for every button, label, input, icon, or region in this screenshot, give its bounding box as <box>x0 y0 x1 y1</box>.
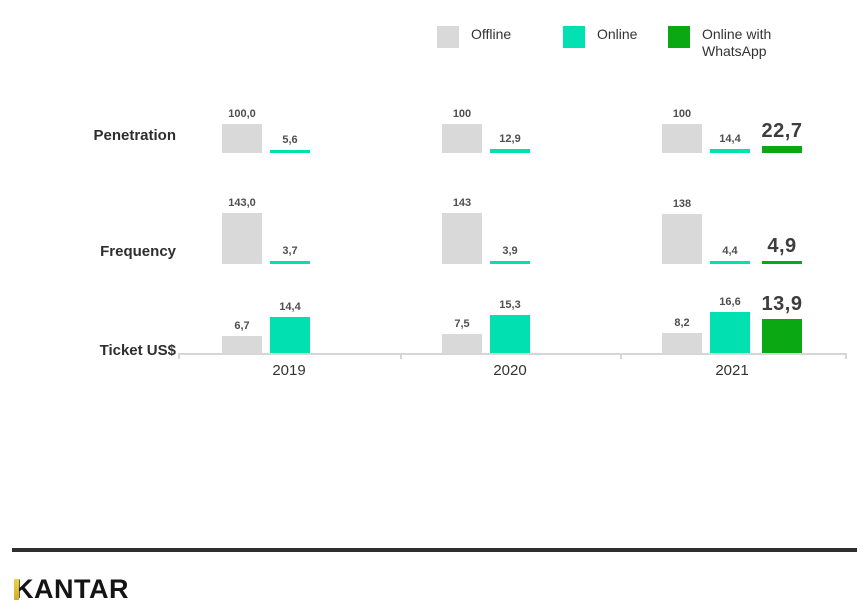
bar-ticket-us-2020-online <box>490 315 530 353</box>
value-label-frequency-2020-offline: 143 <box>452 196 472 209</box>
x-axis-tick-1 <box>400 353 402 359</box>
bar-penetration-2021-online-with-whatsapp <box>762 146 802 153</box>
kantar-logo-text: KANTAR <box>14 574 129 604</box>
legend-label-online-with-whatsapp: Online with WhatsApp <box>702 26 772 59</box>
x-axis-tick-2 <box>620 353 622 359</box>
bar-ticket-us-2019-offline <box>222 336 262 353</box>
metric-label-frequency: Frequency <box>100 243 176 260</box>
value-label-ticket-us-2021-online: 16,6 <box>719 295 741 308</box>
bar-penetration-2019-offline <box>222 124 262 153</box>
value-label-ticket-us-2020-online: 15,3 <box>499 299 521 312</box>
year-label-2021: 2021 <box>715 362 749 379</box>
bar-ticket-us-2021-offline <box>662 332 702 353</box>
value-label-frequency-2019-online: 3,7 <box>282 245 298 257</box>
bar-ticket-us-2021-online <box>710 311 750 353</box>
value-label-ticket-us-2019-offline: 6,7 <box>234 320 250 333</box>
value-label-penetration-2019-offline: 100,0 <box>228 108 256 120</box>
value-label-penetration-2021-online: 14,4 <box>719 132 741 145</box>
bar-penetration-2019-online <box>270 150 310 153</box>
value-label-ticket-us-2020-offline: 7,5 <box>454 318 470 331</box>
x-axis-tick-3 <box>845 353 847 359</box>
value-label-penetration-2021-online-with-whatsapp: 22,7 <box>761 120 803 143</box>
value-label-ticket-us-2019-online: 14,4 <box>279 301 301 314</box>
legend-swatch-offline <box>437 26 459 48</box>
year-label-2020: 2020 <box>493 362 527 379</box>
kantar-logo: KANTAR <box>14 575 129 603</box>
legend-item-offline: Offline <box>437 26 511 48</box>
legend-swatch-online-with-whatsapp <box>668 26 690 48</box>
year-label-2019: 2019 <box>272 362 306 379</box>
bar-penetration-2020-online <box>490 149 530 153</box>
legend-item-online-with-whatsapp: Online with WhatsApp <box>668 26 798 60</box>
bar-frequency-2020-offline <box>442 212 482 264</box>
value-label-penetration-2020-offline: 100 <box>452 108 472 120</box>
value-label-frequency-2021-online: 4,4 <box>722 245 738 257</box>
bar-frequency-2021-offline <box>662 214 702 264</box>
bar-ticket-us-2021-online-with-whatsapp <box>762 318 802 353</box>
value-label-frequency-2019-offline: 143,0 <box>228 196 256 209</box>
bar-frequency-2019-offline <box>222 212 262 264</box>
legend-label-online: Online <box>597 26 638 42</box>
value-label-penetration-2019-online: 5,6 <box>282 134 298 146</box>
bar-frequency-2021-online-with-whatsapp <box>762 261 802 264</box>
x-axis-tick-0 <box>178 353 180 359</box>
bar-frequency-2021-online <box>710 261 750 264</box>
metric-label-ticket-us: Ticket US$ <box>99 342 176 359</box>
value-label-ticket-us-2021-online-with-whatsapp: 13,9 <box>761 292 803 315</box>
legend-swatch-online <box>563 26 585 48</box>
value-label-frequency-2021-online-with-whatsapp: 4,9 <box>767 235 797 257</box>
metric-label-penetration: Penetration <box>93 127 176 144</box>
bar-frequency-2019-online <box>270 261 310 264</box>
value-label-penetration-2021-offline: 100 <box>672 108 692 120</box>
value-label-penetration-2020-online: 12,9 <box>499 133 521 146</box>
kantar-logo-gold-stem <box>14 579 19 600</box>
footer-divider <box>12 548 857 552</box>
value-label-ticket-us-2021-offline: 8,2 <box>674 316 690 329</box>
bar-penetration-2020-offline <box>442 124 482 153</box>
bar-frequency-2020-online <box>490 261 530 264</box>
legend-label-offline: Offline <box>471 26 512 42</box>
x-axis-line <box>178 353 845 355</box>
bar-ticket-us-2019-online <box>270 317 310 353</box>
bar-penetration-2021-online <box>710 148 750 153</box>
bar-penetration-2021-offline <box>662 124 702 153</box>
value-label-frequency-2020-online: 3,9 <box>502 245 518 257</box>
value-label-frequency-2021-offline: 138 <box>672 198 692 211</box>
bar-ticket-us-2020-offline <box>442 334 482 353</box>
legend-item-online: Online <box>563 26 637 48</box>
